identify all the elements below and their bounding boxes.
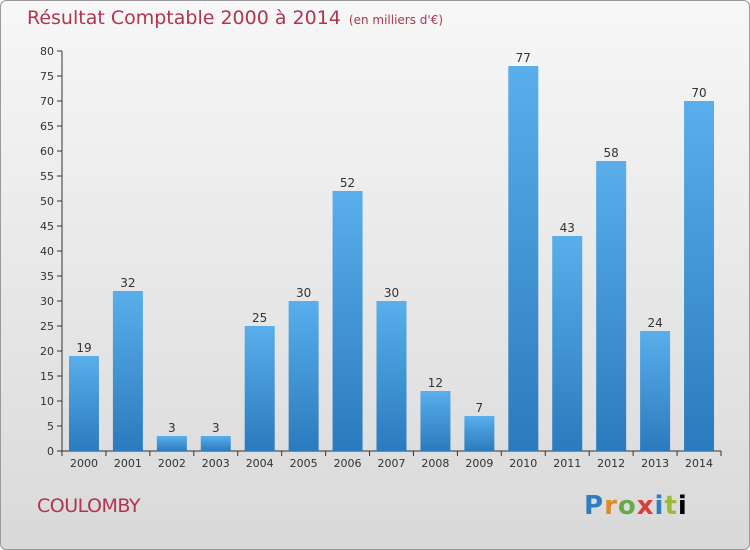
data-label-2004: 25 <box>252 311 267 325</box>
x-tick-label-2004: 2004 <box>246 457 274 470</box>
x-tick-label-2011: 2011 <box>553 457 581 470</box>
data-label-2011: 43 <box>560 221 575 235</box>
y-tick-label: 40 <box>40 245 54 258</box>
y-tick-label: 5 <box>47 420 54 433</box>
town-name: COULOMBY <box>37 495 141 517</box>
y-tick-label: 65 <box>40 120 54 133</box>
bar-2006 <box>332 191 363 451</box>
x-tick-label-2002: 2002 <box>158 457 186 470</box>
data-label-2010: 77 <box>516 51 531 65</box>
data-label-2001: 32 <box>120 276 135 290</box>
bar-2012 <box>596 161 627 451</box>
y-tick-label: 45 <box>40 220 54 233</box>
bar-2010 <box>508 66 539 451</box>
chart-subtitle: (en milliers d'€) <box>348 13 444 27</box>
x-tick-label-2013: 2013 <box>641 457 669 470</box>
y-tick-label: 10 <box>40 395 54 408</box>
bar-2000 <box>68 356 99 451</box>
bar-2002 <box>156 436 187 451</box>
x-tick-label-2006: 2006 <box>334 457 362 470</box>
data-label-2002: 3 <box>168 421 176 435</box>
data-label-2007: 30 <box>384 286 399 300</box>
y-tick-label: 25 <box>40 320 54 333</box>
x-tick-label-2001: 2001 <box>114 457 142 470</box>
y-tick-label: 55 <box>40 170 54 183</box>
y-tick-label: 20 <box>40 345 54 358</box>
bar-2001 <box>112 291 143 451</box>
x-tick-label-2014: 2014 <box>685 457 713 470</box>
data-label-2006: 52 <box>340 176 355 190</box>
x-tick-label-2005: 2005 <box>290 457 318 470</box>
y-tick-label: 15 <box>40 370 54 383</box>
bar-2009 <box>464 416 495 451</box>
data-label-2005: 30 <box>296 286 311 300</box>
y-tick-label: 75 <box>40 70 54 83</box>
bar-2011 <box>552 236 583 451</box>
x-tick-label-2007: 2007 <box>378 457 406 470</box>
bar-2003 <box>200 436 231 451</box>
data-label-2003: 3 <box>212 421 220 435</box>
y-tick-label: 80 <box>40 45 54 58</box>
bar-2005 <box>288 301 319 451</box>
y-tick-label: 30 <box>40 295 54 308</box>
data-label-2014: 70 <box>691 86 706 100</box>
x-tick-label-2000: 2000 <box>70 457 98 470</box>
data-label-2013: 24 <box>647 316 662 330</box>
bar-2013 <box>640 331 671 451</box>
data-label-2012: 58 <box>604 146 619 160</box>
proxiti-logo[interactable]: Proxiti <box>584 491 688 521</box>
x-tick-label-2010: 2010 <box>509 457 537 470</box>
bar-2004 <box>244 326 275 451</box>
data-label-2000: 19 <box>76 341 91 355</box>
y-tick-label: 70 <box>40 95 54 108</box>
y-tick-label: 60 <box>40 145 54 158</box>
y-tick-label: 0 <box>47 445 54 458</box>
y-tick-label: 35 <box>40 270 54 283</box>
chart-title-text: Résultat Comptable 2000 à 2014 <box>27 7 341 29</box>
x-tick-label-2008: 2008 <box>421 457 449 470</box>
data-label-2009: 7 <box>476 401 484 415</box>
bar-2007 <box>376 301 407 451</box>
bar-2014 <box>684 101 715 451</box>
x-tick-label-2012: 2012 <box>597 457 625 470</box>
data-label-2008: 12 <box>428 376 443 390</box>
x-tick-label-2009: 2009 <box>465 457 493 470</box>
bar-2008 <box>420 391 451 451</box>
chart-title: Résultat Comptable 2000 à 2014 (en millie… <box>27 7 443 29</box>
x-tick-label-2003: 2003 <box>202 457 230 470</box>
y-tick-label: 50 <box>40 195 54 208</box>
